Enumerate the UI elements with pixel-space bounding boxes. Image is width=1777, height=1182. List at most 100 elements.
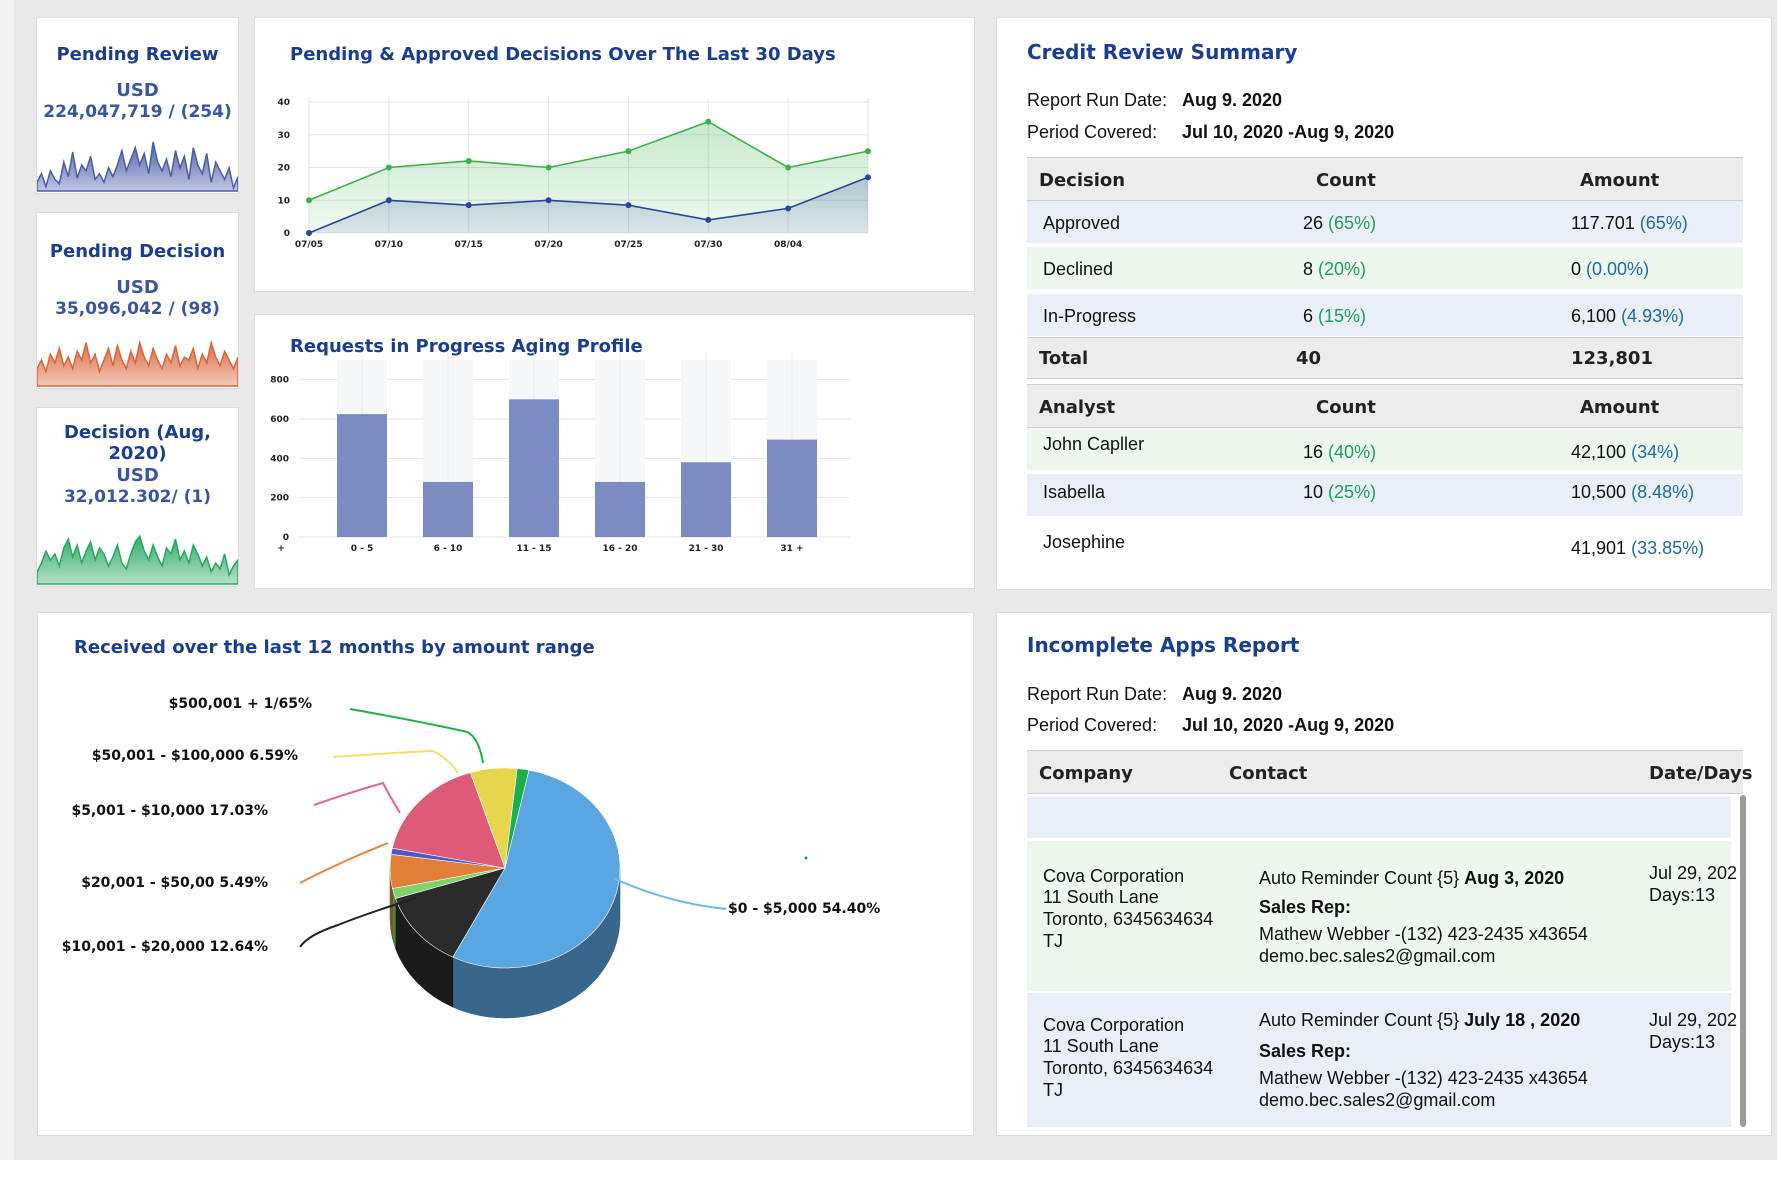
analyst-row[interactable]: Josephine 41,901 (33.85%) bbox=[1027, 518, 1743, 578]
header-count: Count bbox=[1316, 170, 1376, 191]
x-tick-label: 21 - 30 bbox=[688, 544, 723, 554]
pie-leader-line bbox=[613, 878, 726, 909]
decision-amount: 117.701 (65%) bbox=[1571, 213, 1688, 234]
kpi-sparkline bbox=[37, 328, 238, 388]
kpi-value: 35,096,042 / (98) bbox=[37, 299, 238, 319]
apps-row[interactable]: Cova Corporation 11 South Lane Toronto, … bbox=[1027, 841, 1731, 991]
reminder-line: Auto Reminder Count {5} Aug 3, 2020 bbox=[1259, 868, 1564, 889]
analyst-table-header: Analyst Count Amount bbox=[1027, 384, 1743, 428]
decision-total-row: Total 40 123,801 bbox=[1027, 337, 1743, 379]
sales-rep: Mathew Webber -(132) 423-2435 x43654 bbox=[1259, 1068, 1588, 1089]
sparkline-area bbox=[37, 536, 238, 584]
decision-point bbox=[865, 148, 871, 154]
analyst-row[interactable]: John Capller 16 (40%) 42,100 (34%) bbox=[1027, 428, 1743, 470]
decision-point bbox=[625, 148, 631, 154]
sales-rep-email[interactable]: demo.bec.sales2@gmail.com bbox=[1259, 946, 1495, 967]
analyst-count: 10 (25%) bbox=[1303, 482, 1376, 503]
analyst-row[interactable]: Isabella 10 (25%) 10,500 (8.48%) bbox=[1027, 474, 1743, 516]
pending-point bbox=[306, 230, 312, 236]
decision-count: 26 (65%) bbox=[1303, 213, 1376, 234]
period-label: Period Covered: bbox=[1027, 715, 1157, 736]
decision-point bbox=[386, 165, 392, 171]
apps-table-header: Company Contact Date/Days bbox=[1027, 750, 1743, 794]
analyst-name: John Capller bbox=[1043, 434, 1144, 455]
x-tick-label: 07/10 bbox=[375, 240, 403, 250]
decision-point bbox=[466, 158, 472, 164]
decision-row-declined[interactable]: Declined 8 (20%) 0 (0.00%) bbox=[1027, 247, 1743, 289]
pie-chart: $0 - $5,000 54.40% $10,001 - $20,000 12.6… bbox=[38, 613, 973, 1135]
pie-slice-label: $500,001 + 1/65% bbox=[169, 696, 312, 712]
analyst-amount: 42,100 (34%) bbox=[1571, 442, 1679, 463]
report-run-row: Report Run Date: Aug 9. 2020 bbox=[1027, 684, 1167, 705]
kpi-currency: USD bbox=[37, 277, 238, 298]
period-label: Period Covered: bbox=[1027, 122, 1157, 143]
pie-slice-label: $10,001 - $20,000 12.64% bbox=[62, 939, 268, 955]
kpi-card-pending-decision[interactable]: Pending Decision USD 35,096,042 / (98) bbox=[36, 212, 239, 389]
y-tick-label: 0 bbox=[283, 533, 289, 543]
header-analyst: Analyst bbox=[1039, 397, 1115, 418]
header-count: Count bbox=[1316, 397, 1376, 418]
bar bbox=[337, 414, 387, 537]
decision-count: 8 (20%) bbox=[1303, 259, 1366, 280]
kpi-card-pending-review[interactable]: Pending Review USD 224,047,719 / (254) bbox=[36, 17, 239, 194]
app-days: Days:13 bbox=[1649, 1032, 1715, 1053]
app-days: Days:13 bbox=[1649, 885, 1715, 906]
y-tick-label: 40 bbox=[277, 98, 290, 108]
x-tick-label: 07/30 bbox=[694, 240, 722, 250]
decision-amount: 0 (0.00%) bbox=[1571, 259, 1649, 280]
decision-row-in-progress[interactable]: In-Progress 6 (15%) 6,100 (4.93%) bbox=[1027, 294, 1743, 336]
x-tick-label: 08/04 bbox=[774, 240, 802, 250]
kpi-currency: USD bbox=[37, 465, 238, 486]
incomplete-title: Incomplete Apps Report bbox=[1027, 633, 1299, 657]
pie-leader-line bbox=[300, 843, 388, 883]
analyst-amount: 10,500 (8.48%) bbox=[1571, 482, 1694, 503]
bar-chart-card: Requests in Progress Aging Profile 0 200 4… bbox=[254, 314, 975, 589]
bar bbox=[595, 482, 645, 537]
pie-leader-line bbox=[314, 783, 400, 813]
period-row: Period Covered: Jul 10, 2020 -Aug 9, 202… bbox=[1027, 715, 1157, 736]
total-label: Total bbox=[1039, 348, 1088, 369]
pending-point bbox=[625, 202, 631, 208]
line-plot-group: 0 10 20 30 40 07/05 07/10 07/15 07/20 07/25 07/30 0… bbox=[277, 85, 974, 250]
sales-rep-email[interactable]: demo.bec.sales2@gmail.com bbox=[1259, 1090, 1495, 1111]
decision-name: In-Progress bbox=[1043, 306, 1136, 327]
analyst-count: 16 (40%) bbox=[1303, 442, 1376, 463]
decision-amount: 6,100 (4.93%) bbox=[1571, 306, 1684, 327]
y-tick-label: 30 bbox=[277, 131, 290, 141]
period-row: Period Covered: Jul 10, 2020 -Aug 9, 202… bbox=[1027, 122, 1157, 143]
apps-empty-row bbox=[1027, 796, 1731, 838]
kpi-title: Pending Review bbox=[37, 44, 238, 65]
x-tick-label: 11 - 15 bbox=[516, 544, 551, 554]
decision-row-approved[interactable]: Approved 26 (65%) 117.701 (65%) bbox=[1027, 201, 1743, 243]
sparkline-area bbox=[37, 142, 238, 191]
company-line: Cova Corporation bbox=[1043, 866, 1184, 887]
pie-slice-label: $50,001 - $100,000 6.59% bbox=[92, 748, 298, 764]
company-line: Toronto, 6345634634 bbox=[1043, 1058, 1213, 1079]
report-run-label: Report Run Date: bbox=[1027, 684, 1167, 705]
y-tick-label: 800 bbox=[270, 376, 289, 386]
x-tick-label: 07/05 bbox=[295, 240, 323, 250]
report-run-date: Aug 9. 2020 bbox=[1182, 90, 1282, 111]
line-chart-card: Pending & Approved Decisions Over The La… bbox=[254, 17, 975, 292]
x-tick-label: 07/15 bbox=[455, 240, 483, 250]
kpi-title: Decision (Aug, 2020) bbox=[37, 422, 238, 464]
header-date-days: Date/Days bbox=[1649, 763, 1752, 784]
pie-slice-label: $5,001 - $10,000 17.03% bbox=[71, 803, 268, 819]
y-tick-label: 0 bbox=[284, 229, 290, 239]
app-date: Jul 29, 202 bbox=[1649, 863, 1737, 884]
kpi-card-decision-aug[interactable]: Decision (Aug, 2020) USD 32,012.302/ (1) bbox=[36, 407, 239, 587]
analyst-amount: 41,901 (33.85%) bbox=[1571, 538, 1704, 559]
kpi-sparkline bbox=[37, 524, 238, 586]
x-tick-label: 07/20 bbox=[534, 240, 562, 250]
period-value: Jul 10, 2020 -Aug 9, 2020 bbox=[1182, 715, 1394, 736]
apps-row[interactable]: Cova Corporation 11 South Lane Toronto, … bbox=[1027, 993, 1731, 1127]
report-run-label: Report Run Date: bbox=[1027, 90, 1167, 111]
incomplete-apps-card: Incomplete Apps Report Report Run Date: … bbox=[996, 612, 1772, 1136]
pie-slice-label: $0 - $5,000 54.40% bbox=[728, 901, 880, 917]
apps-scrollbar[interactable] bbox=[1740, 795, 1746, 1127]
sales-rep: Mathew Webber -(132) 423-2435 x43654 bbox=[1259, 924, 1588, 945]
shell-left-strip bbox=[0, 0, 14, 1182]
analyst-name: Josephine bbox=[1043, 532, 1125, 553]
x-start-label: + bbox=[277, 544, 285, 554]
kpi-currency: USD bbox=[37, 80, 238, 101]
